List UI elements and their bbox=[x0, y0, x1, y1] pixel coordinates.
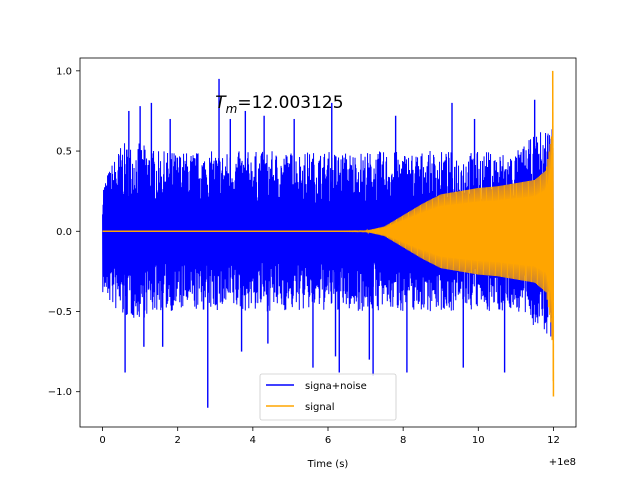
x-tick-label: 0 bbox=[99, 435, 105, 446]
x-tick-label: 12 bbox=[547, 435, 560, 446]
signal-peak bbox=[551, 70, 555, 397]
legend-label-noise: signa+noise bbox=[305, 381, 367, 392]
y-tick-label: 1.0 bbox=[56, 66, 72, 77]
y-tick-label: 0.0 bbox=[56, 227, 72, 238]
x-tick-label: 6 bbox=[325, 435, 331, 446]
y-tick-label: −0.5 bbox=[48, 307, 72, 318]
x-tick-label: 8 bbox=[400, 435, 406, 446]
annotation-subscript: m bbox=[226, 102, 238, 116]
x-offset-label: +1e8 bbox=[549, 457, 576, 468]
y-tick-label: −1.0 bbox=[48, 387, 72, 398]
legend: signa+noise signal bbox=[259, 373, 397, 421]
annotation-label: Tm=12.003125 bbox=[215, 93, 343, 116]
annotation-value: =12.003125 bbox=[237, 93, 343, 113]
legend-label-signal: signal bbox=[305, 402, 335, 413]
x-tick-label: 2 bbox=[175, 435, 181, 446]
annotation-prefix: T bbox=[215, 93, 227, 113]
x-axis-label: Time (s) bbox=[307, 459, 349, 470]
x-tick-label: 4 bbox=[250, 435, 256, 446]
y-tick-label: 0.5 bbox=[56, 147, 72, 158]
x-tick-label: 10 bbox=[472, 435, 485, 446]
